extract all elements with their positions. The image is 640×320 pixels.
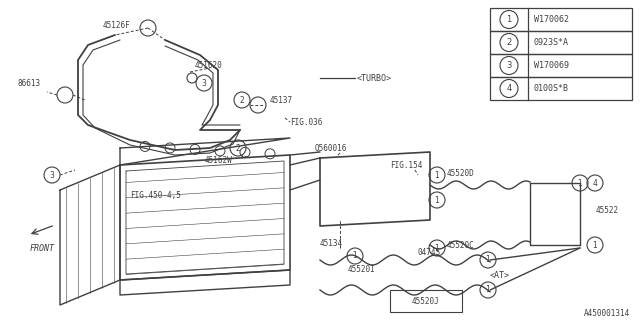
Text: 1: 1: [486, 255, 490, 265]
Text: 3: 3: [506, 61, 512, 70]
Text: FIG.154: FIG.154: [390, 161, 422, 170]
Bar: [490, 54, 632, 77]
Text: 45162W: 45162W: [205, 156, 233, 164]
Text: 1: 1: [435, 171, 440, 180]
Text: 4: 4: [506, 84, 511, 93]
Text: 45137: 45137: [270, 95, 293, 105]
Text: 1: 1: [435, 196, 440, 204]
Text: FIG.036: FIG.036: [290, 117, 323, 126]
Text: 45126F: 45126F: [103, 20, 131, 29]
Text: A450001314: A450001314: [584, 309, 630, 318]
Text: Q560016: Q560016: [315, 143, 348, 153]
Bar: [490, 77, 632, 100]
Text: 1: 1: [593, 241, 597, 250]
Text: 0923S*A: 0923S*A: [534, 38, 569, 47]
Text: 1: 1: [353, 252, 357, 260]
Text: 0100S*B: 0100S*B: [534, 84, 569, 93]
Text: 2: 2: [236, 143, 241, 153]
Text: 1: 1: [486, 285, 490, 294]
Text: W170069: W170069: [534, 61, 569, 70]
Text: 45520C: 45520C: [447, 241, 475, 250]
Text: <TURBO>: <TURBO>: [357, 74, 392, 83]
Text: 45520J: 45520J: [412, 297, 440, 306]
Text: 45520D: 45520D: [447, 169, 475, 178]
Text: 45522: 45522: [596, 205, 619, 214]
Text: 1: 1: [578, 179, 582, 188]
Bar: [490, 8, 632, 31]
Text: 1: 1: [435, 244, 440, 252]
Text: FIG.450-4,5: FIG.450-4,5: [130, 190, 181, 199]
Bar: [490, 31, 632, 54]
Text: <AT>: <AT>: [490, 270, 510, 279]
Text: 451620: 451620: [195, 60, 223, 69]
Text: W170062: W170062: [534, 15, 569, 24]
Text: FRONT: FRONT: [30, 244, 55, 252]
Text: 1: 1: [506, 15, 511, 24]
Bar: [390, 290, 462, 312]
Text: 3: 3: [202, 78, 207, 87]
Text: 0474S: 0474S: [418, 247, 441, 257]
Text: 2: 2: [239, 95, 244, 105]
Text: 86613: 86613: [18, 78, 41, 87]
Text: 2: 2: [506, 38, 511, 47]
Text: 45134: 45134: [320, 238, 343, 247]
Text: 4: 4: [593, 179, 597, 188]
Text: 45520I: 45520I: [348, 266, 376, 275]
Text: 3: 3: [49, 171, 54, 180]
